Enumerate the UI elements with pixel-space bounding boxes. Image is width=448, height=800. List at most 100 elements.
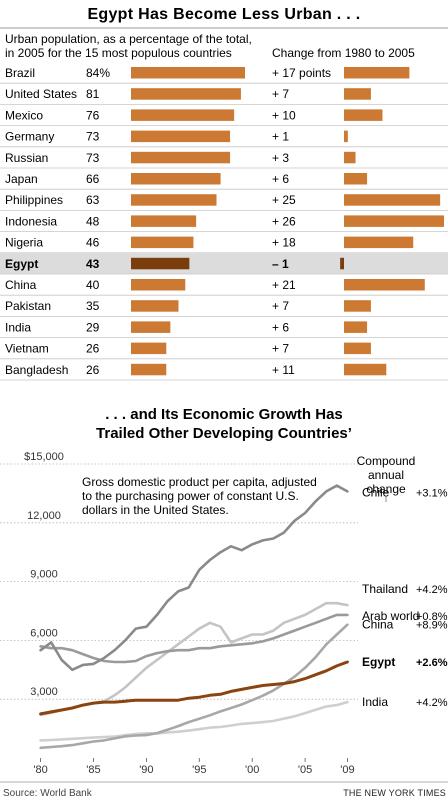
source-note: Source: World Bank: [3, 788, 93, 799]
change-value-label: + 7: [272, 87, 289, 101]
series-label-thailand: Thailand: [362, 582, 408, 596]
bar-row-russian: Russian 73 + 3: [0, 151, 448, 169]
country-label: Brazil: [5, 66, 35, 80]
change-value-label: + 18: [272, 236, 296, 250]
country-label: Bangladesh: [5, 363, 68, 377]
bar-row-nigeria: Nigeria 46 + 18: [0, 236, 448, 254]
change-bar: [344, 279, 425, 291]
line-chart-series: [39, 484, 349, 750]
urban-bar: [131, 321, 171, 333]
x-tick-label: '09: [340, 764, 354, 776]
x-axis-ticks: '80 '85 '90 '95 '00 '05 '09: [33, 758, 355, 776]
change-value-label: – 1: [272, 257, 289, 271]
x-tick-label: '00: [245, 764, 259, 776]
country-label: Mexico: [5, 108, 43, 122]
change-bar: [344, 88, 371, 100]
series-growth-thailand: +4.2%: [416, 584, 448, 596]
change-value-label: + 7: [272, 299, 289, 313]
urban-bar: [131, 194, 217, 206]
series-label-egypt: Egypt: [362, 655, 395, 669]
series-labels: Chile +3.1% Thailand +4.2% Arab world+0.8% Ch…: [362, 485, 448, 709]
bar-row-philippines: Philippines 63 + 25: [0, 193, 448, 211]
change-column-header: Change from 1980 to 2005: [272, 46, 415, 60]
country-label: Philippines: [5, 193, 63, 207]
series-label-china: China: [362, 618, 394, 632]
change-bar: [344, 363, 387, 376]
bar-row-indonesia: Indonesia 48 + 26: [0, 214, 448, 233]
country-label: Indonesia: [5, 214, 57, 228]
change-bar: [344, 151, 356, 164]
change-bar: [344, 321, 368, 333]
change-value-label: + 6: [272, 320, 289, 334]
urban-bar: [131, 257, 190, 270]
series-line-arab-world: [39, 613, 349, 664]
urban-value-label: 40: [86, 278, 100, 292]
country-label: Japan: [5, 172, 38, 186]
line-chart-title-line-2: Trailed Other Developing Countries’: [96, 425, 352, 442]
urban-bar: [131, 279, 186, 291]
bar-row-vietnam: Vietnam 26 + 7: [0, 342, 448, 360]
urban-bar: [131, 236, 194, 249]
change-value-label: + 6: [272, 172, 289, 186]
change-value-label: + 26: [272, 214, 296, 228]
series-line-india: [39, 700, 349, 742]
x-tick-label: '85: [86, 764, 100, 776]
highlight-row-band: [0, 252, 448, 274]
urban-value-label: 73: [86, 130, 100, 144]
x-tick-label: '90: [139, 764, 153, 776]
bar-row-brazil: Brazil 84% + 17 points: [0, 66, 448, 84]
change-bar: [340, 257, 344, 270]
urban-value-label: 26: [86, 342, 100, 356]
bar-rows: Brazil 84% + 17 points United States 81 + 7 Me…: [0, 66, 448, 381]
urban-value-label: 29: [86, 320, 100, 334]
y-tick-label: 3,000: [30, 686, 58, 698]
urban-bar: [131, 151, 231, 164]
urban-bar: [131, 130, 231, 143]
country-label: China: [5, 278, 37, 292]
urban-bar: [131, 215, 197, 227]
urban-bar: [131, 363, 167, 376]
urban-value-label: 26: [86, 363, 100, 377]
urban-bar: [131, 109, 235, 121]
bar-chart-subtitle-line-2: in 2005 for the 15 most populous countri…: [5, 46, 232, 60]
urban-value-label: 48: [86, 214, 100, 228]
change-value-label: + 3: [272, 151, 289, 165]
urban-value-label: 76: [86, 108, 100, 122]
bar-row-bangladesh: Bangladesh 26 + 11: [0, 363, 448, 381]
urban-bar: [131, 342, 167, 355]
bar-row-pakistan: Pakistan 35 + 7: [0, 299, 448, 317]
urban-value-label: 73: [86, 151, 100, 165]
change-value-label: + 17 points: [272, 66, 331, 80]
series-label-chile: Chile: [362, 485, 390, 499]
urban-value-label: 66: [86, 172, 100, 186]
country-label: Vietnam: [5, 342, 49, 356]
growth-header-line-3: change: [366, 482, 406, 496]
change-bar: [344, 342, 371, 355]
bar-row-mexico: Mexico 76 + 10: [0, 108, 448, 126]
country-label: India: [5, 320, 31, 334]
change-value-label: + 1: [272, 130, 289, 144]
y-tick-label: 12,000: [27, 510, 61, 522]
change-value-label: + 25: [272, 193, 296, 207]
series-growth-arab-world: +0.8%: [416, 611, 448, 623]
country-label: Egypt: [5, 257, 38, 271]
urban-value-label: 43: [86, 257, 100, 271]
series-growth-chile: +3.1%: [416, 487, 448, 499]
series-label-arab-world: Arab world: [362, 609, 419, 623]
change-bar: [344, 236, 414, 249]
bar-row-china: China 40 + 21: [0, 278, 448, 296]
urban-value-label: 63: [86, 193, 100, 207]
change-value-label: + 21: [272, 278, 296, 292]
growth-header-line-1: Compound: [357, 454, 416, 468]
line-chart-grid: $15,000 12,000 9,000 6,000 3,000: [0, 451, 358, 700]
series-line-egypt: [39, 660, 349, 716]
line-chart-annotation-line-1: Gross domestic product per capita, adjus…: [82, 475, 317, 489]
line-chart-title-line-1: . . . and Its Economic Growth Has: [105, 406, 343, 423]
urban-value-label: 35: [86, 299, 100, 313]
change-value-label: + 11: [272, 363, 295, 377]
bar-row-united-states: United States 81 + 7: [0, 87, 448, 105]
urban-bar: [131, 300, 179, 312]
growth-header-line-2: annual: [368, 468, 404, 482]
change-bar: [344, 67, 410, 79]
